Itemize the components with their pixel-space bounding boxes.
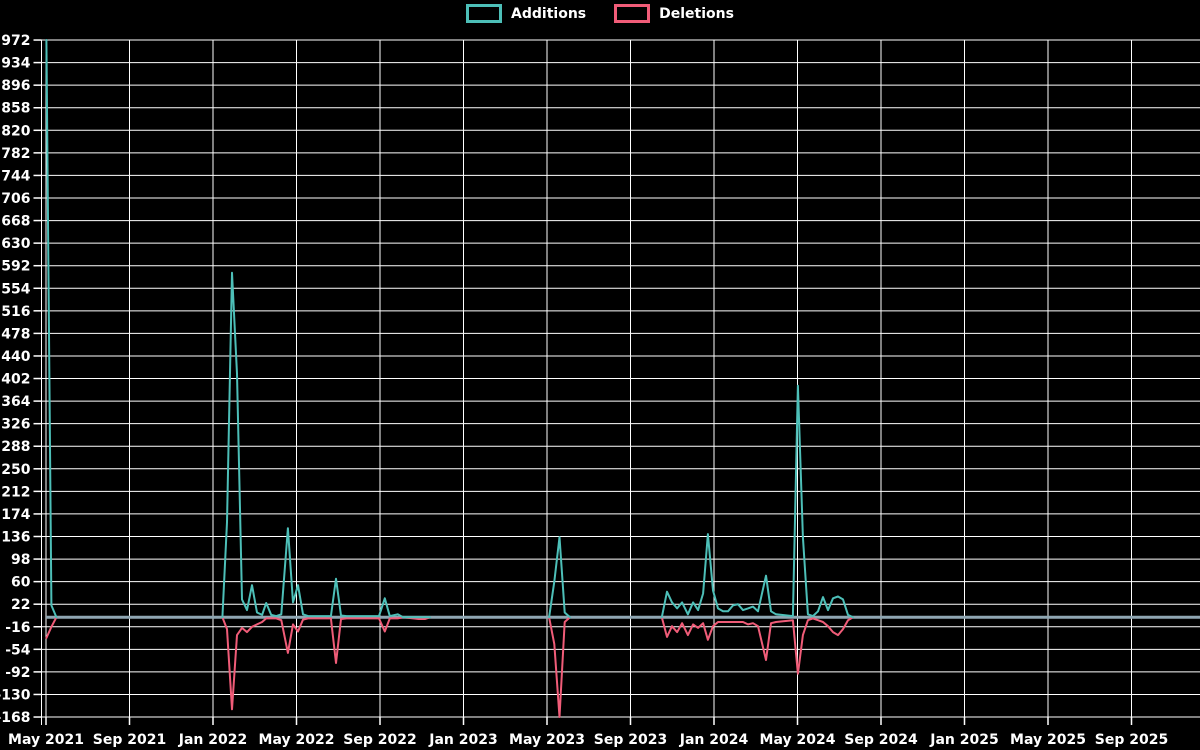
y-tick-label: 22 xyxy=(11,597,30,613)
y-tick-label: 98 xyxy=(11,552,30,568)
deletions-line xyxy=(660,616,854,675)
x-tick-label: Jan 2022 xyxy=(178,732,247,748)
y-tick-label: -16 xyxy=(5,620,30,636)
deletions-line xyxy=(548,616,571,718)
y-tick-label: 972 xyxy=(1,33,30,49)
y-tick-label: 250 xyxy=(1,462,30,478)
additions-line xyxy=(548,536,571,619)
legend-item-additions[interactable]: Additions xyxy=(466,4,586,23)
deletions-line xyxy=(221,616,432,711)
y-tick-label: 402 xyxy=(1,372,30,388)
x-tick-label: May 2023 xyxy=(509,732,585,748)
y-tick-label: 706 xyxy=(1,191,30,207)
x-tick-label: Sep 2023 xyxy=(594,732,667,748)
y-tick-label: 668 xyxy=(1,214,30,230)
y-tick-label: -168 xyxy=(0,710,31,726)
legend-item-deletions[interactable]: Deletions xyxy=(614,4,734,23)
y-tick-label: -54 xyxy=(5,642,31,658)
additions-line xyxy=(221,271,432,619)
legend-label-deletions: Deletions xyxy=(659,5,734,22)
y-tick-label: 174 xyxy=(1,507,30,523)
y-tick-label: 288 xyxy=(1,439,30,455)
chart-legend: Additions Deletions xyxy=(0,4,1200,23)
x-tick-label: May 2022 xyxy=(259,732,335,748)
legend-label-additions: Additions xyxy=(511,5,587,22)
legend-swatch-deletions-icon xyxy=(614,4,651,23)
x-tick-label: Sep 2024 xyxy=(844,732,918,748)
x-tick-label: May 2025 xyxy=(1010,732,1086,748)
y-tick-label: 630 xyxy=(1,236,30,252)
x-tick-label: May 2021 xyxy=(8,732,84,748)
x-tick-label: Sep 2025 xyxy=(1095,732,1168,748)
y-tick-label: 820 xyxy=(1,123,30,139)
x-tick-label: Jan 2023 xyxy=(428,732,497,748)
x-tick-label: Sep 2021 xyxy=(93,732,166,748)
y-tick-label: 896 xyxy=(1,78,30,94)
deletions-line xyxy=(45,616,58,639)
y-tick-label: 212 xyxy=(1,484,30,500)
y-tick-label: 554 xyxy=(1,281,30,297)
y-tick-label: 440 xyxy=(1,349,30,365)
y-tick-label: 592 xyxy=(1,259,30,275)
y-tick-label: 478 xyxy=(1,326,30,342)
y-tick-label: 516 xyxy=(1,304,30,320)
y-tick-label: 744 xyxy=(1,168,30,184)
y-tick-label: 136 xyxy=(1,529,30,545)
y-tick-label: 858 xyxy=(1,101,30,117)
additions-line xyxy=(45,39,58,619)
legend-swatch-additions-icon xyxy=(466,4,503,23)
y-tick-label: -130 xyxy=(0,687,31,703)
x-tick-label: Jan 2024 xyxy=(679,732,749,748)
y-tick-label: 364 xyxy=(1,394,30,410)
additions-line xyxy=(660,384,854,619)
x-tick-label: May 2024 xyxy=(760,732,836,748)
y-tick-label: 934 xyxy=(1,56,30,72)
x-tick-label: Sep 2022 xyxy=(343,732,416,748)
y-tick-label: 326 xyxy=(1,417,30,433)
y-tick-label: -92 xyxy=(5,665,30,681)
x-tick-label: Jan 2025 xyxy=(929,732,998,748)
y-tick-label: 782 xyxy=(1,146,30,162)
y-tick-label: 60 xyxy=(11,575,31,591)
